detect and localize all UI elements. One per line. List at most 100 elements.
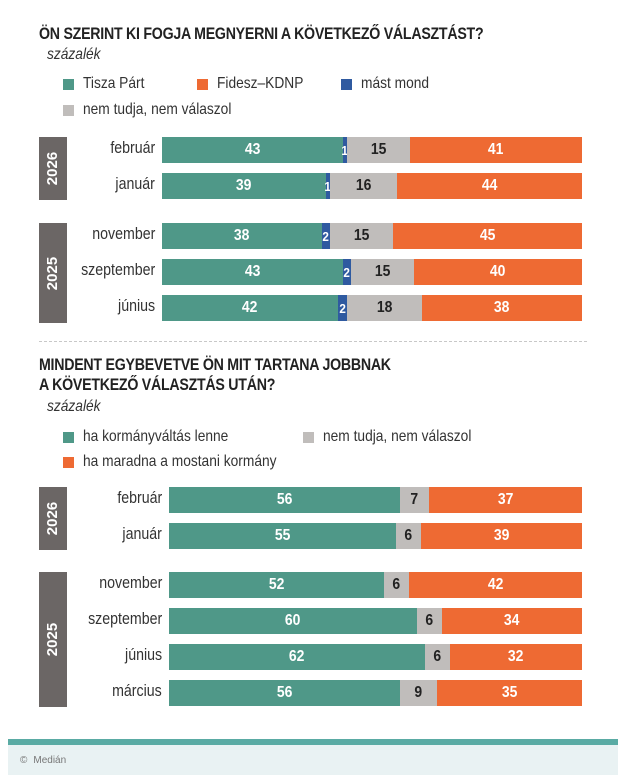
bar-segment: 38	[162, 223, 322, 249]
bar-segment: 52	[169, 572, 384, 598]
bar-segment: 6	[417, 608, 442, 634]
category-label: szeptember	[87, 610, 162, 628]
bar-segment: 56	[169, 680, 400, 706]
footer: © Medián	[8, 745, 618, 775]
chart1-subtitle: százalék	[47, 46, 101, 63]
category-label: szeptember	[80, 261, 155, 279]
legend-swatch-kormanyvaltas	[63, 431, 74, 443]
bar-value-label: 52	[268, 576, 285, 593]
chart1-title: ÖN SZERINT KI FOGJA MEGNYERNI A KÖVETKEZ…	[39, 25, 484, 43]
year-tab-2025: 2025	[39, 223, 67, 323]
category-label: november	[91, 225, 155, 243]
chart1-legend-nem-tudja: nem tudja, nem válaszol	[63, 101, 256, 119]
chart2-subtitle: százalék	[47, 398, 101, 415]
bar-value-label: 9	[414, 684, 423, 701]
bar-value-label: 39	[236, 177, 252, 194]
bar-value-label: 62	[289, 648, 305, 665]
year-tab-2026: 2026	[39, 137, 67, 200]
bar-value-label: 38	[494, 299, 510, 316]
category-label: november	[98, 574, 162, 592]
bar-segment: 1	[342, 137, 348, 163]
chart1-legend-mast-mond: mást mond	[341, 75, 440, 93]
legend-label: Fidesz–KDNP	[217, 75, 304, 92]
category-label: június	[124, 646, 162, 664]
bar-value-label: 6	[433, 648, 442, 665]
bar-segment: 60	[169, 608, 417, 634]
bar-segment: 34	[442, 608, 582, 634]
bar-value-label: 1	[324, 178, 332, 194]
bar-value-label: 42	[242, 299, 258, 316]
bar-value-label: 55	[274, 527, 291, 544]
bar-segment: 16	[330, 173, 397, 199]
bar-value-label: 15	[370, 141, 387, 158]
chart2-legend-maradna: ha maradna a mostani kormány	[63, 453, 308, 471]
category-label: június	[117, 297, 155, 315]
bar-value-label: 2	[322, 228, 330, 244]
bar-segment: 15	[330, 223, 393, 249]
bar-value-label: 37	[497, 491, 514, 508]
category-label: február	[110, 139, 155, 157]
bar-value-label: 43	[244, 263, 261, 280]
chart2-legend-nem-tudja: nem tudja, nem válaszol	[303, 428, 496, 446]
bar-value-label: 60	[285, 612, 301, 629]
bar-segment: 1	[324, 173, 332, 199]
bar-segment: 38	[422, 295, 582, 321]
bar-value-label: 45	[479, 227, 496, 244]
chart2-legend-kormanyvaltas: ha kormányváltás lenne	[63, 428, 252, 446]
section-divider	[39, 341, 587, 342]
bar-value-label: 6	[392, 576, 401, 593]
bar-value-label: 38	[234, 227, 250, 244]
bar-segment: 6	[396, 523, 421, 549]
bar-value-label: 56	[276, 684, 293, 701]
bar-value-label: 6	[404, 527, 413, 544]
chart2-title: MINDENT EGYBEVETVE ÖN MIT TARTANA JOBBNA…	[39, 356, 391, 374]
year-tab-2025: 2025	[39, 572, 67, 707]
bar-segment: 37	[429, 487, 582, 513]
bar-segment: 43	[162, 137, 343, 163]
legend-label: ha kormányváltás lenne	[83, 428, 229, 445]
bar-value-label: 43	[244, 141, 261, 158]
bar-value-label: 42	[487, 576, 504, 593]
bar-segment: 32	[450, 644, 582, 670]
bar-value-label: 6	[425, 612, 434, 629]
category-label: március	[112, 682, 162, 700]
bar-value-label: 15	[353, 227, 370, 244]
category-label: február	[117, 489, 162, 507]
bar-value-label: 32	[508, 648, 524, 665]
footer-accent-bar	[8, 739, 618, 745]
bar-segment: 40	[414, 259, 582, 285]
legend-swatch-fidesz	[197, 78, 208, 90]
bar-value-label: 56	[276, 491, 293, 508]
bar-segment: 39	[421, 523, 582, 549]
bar-segment: 2	[338, 295, 347, 321]
bar-segment: 18	[347, 295, 422, 321]
copyright-icon: ©	[20, 754, 28, 766]
bar-value-label: 15	[374, 263, 391, 280]
bar-segment: 41	[410, 137, 582, 163]
bar-value-label: 39	[493, 527, 510, 544]
year-label: 2025	[44, 256, 62, 290]
category-label: január	[122, 525, 162, 543]
bar-segment: 43	[162, 259, 343, 285]
chart2-title-line2: A KÖVETKEZŐ VÁLASZTÁS UTÁN?	[39, 376, 276, 394]
bar-segment: 6	[384, 572, 409, 598]
chart1-legend-tisza: Tisza Párt	[63, 75, 154, 93]
category-label: január	[115, 175, 155, 193]
legend-label: mást mond	[361, 75, 430, 92]
bar-segment: 56	[169, 487, 400, 513]
bar-value-label: 16	[355, 177, 372, 194]
bar-value-label: 35	[501, 684, 518, 701]
bar-segment: 9	[400, 680, 437, 706]
year-label: 2025	[44, 622, 62, 657]
bar-value-label: 34	[504, 612, 520, 629]
bar-segment: 35	[437, 680, 582, 706]
bar-segment: 2	[322, 223, 330, 249]
bar-segment: 7	[400, 487, 429, 513]
bar-segment: 15	[351, 259, 414, 285]
bar-segment: 62	[169, 644, 425, 670]
bar-segment: 2	[343, 259, 351, 285]
bar-segment: 55	[169, 523, 396, 549]
bar-value-label: 7	[410, 491, 419, 508]
legend-swatch-mast-mond	[341, 78, 352, 90]
legend-label: Tisza Párt	[83, 75, 145, 92]
